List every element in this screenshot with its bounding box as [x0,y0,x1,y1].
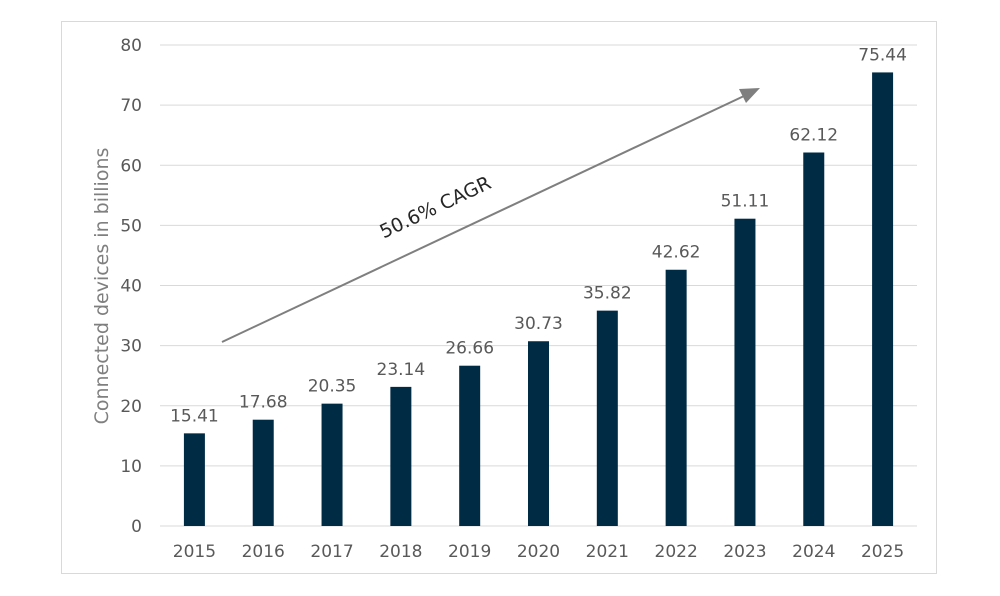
value-label: 20.35 [308,377,357,397]
bar [872,72,894,527]
value-label: 75.44 [858,45,907,65]
value-label: 62.12 [789,126,838,146]
value-label: 15.41 [170,406,219,426]
x-axis-ticks: 2015 2016 2017 2018 2019 2020 2021 2022 2023 2024… [173,542,904,562]
y-axis-ticks: 0 10 20 30 40 50 60 70 80 [120,36,142,537]
x-tick-label: 2024 [792,542,835,562]
x-tick-label: 2025 [861,542,904,562]
y-tick-label: 20 [120,397,142,417]
cagr-arrow-head [739,88,760,103]
value-label: 42.62 [652,243,701,263]
bar [390,386,412,526]
value-labels: 15.41 17.68 20.35 23.14 26.66 30.73 35.82 42.62… [170,45,907,426]
y-tick-label: 40 [120,277,142,297]
x-tick-label: 2023 [723,542,766,562]
x-tick-label: 2016 [242,542,285,562]
bar [252,419,274,526]
y-tick-label: 0 [131,517,142,537]
cagr-arrow-line [221,95,745,343]
chart-frame [61,21,937,574]
bar [803,152,825,527]
gridlines [160,44,917,527]
cagr-label: 50.6% CAGR [376,172,494,243]
y-tick-label: 30 [120,337,142,357]
bars [183,72,894,527]
x-tick-label: 2020 [517,542,560,562]
value-label: 26.66 [445,339,494,359]
y-axis-label: Connected devices in billions [91,148,113,425]
bar [321,403,343,526]
y-tick-label: 80 [120,36,142,56]
bar [459,365,481,526]
y-tick-label: 60 [120,156,142,176]
bar [734,218,756,527]
x-tick-label: 2019 [448,542,491,562]
y-tick-label: 50 [120,216,142,236]
x-tick-label: 2021 [586,542,629,562]
value-label: 30.73 [514,314,563,334]
bar [528,341,549,526]
x-tick-label: 2022 [655,542,698,562]
bar [665,269,687,526]
y-tick-label: 10 [120,457,142,477]
value-label: 23.14 [377,360,426,380]
value-label: 35.82 [583,284,632,304]
x-tick-label: 2017 [310,542,353,562]
y-tick-label: 70 [120,96,142,116]
x-tick-label: 2015 [173,542,216,562]
value-label: 17.68 [239,393,288,413]
value-label: 51.11 [721,192,770,212]
bar [183,433,205,526]
bar [596,310,618,526]
x-tick-label: 2018 [379,542,422,562]
